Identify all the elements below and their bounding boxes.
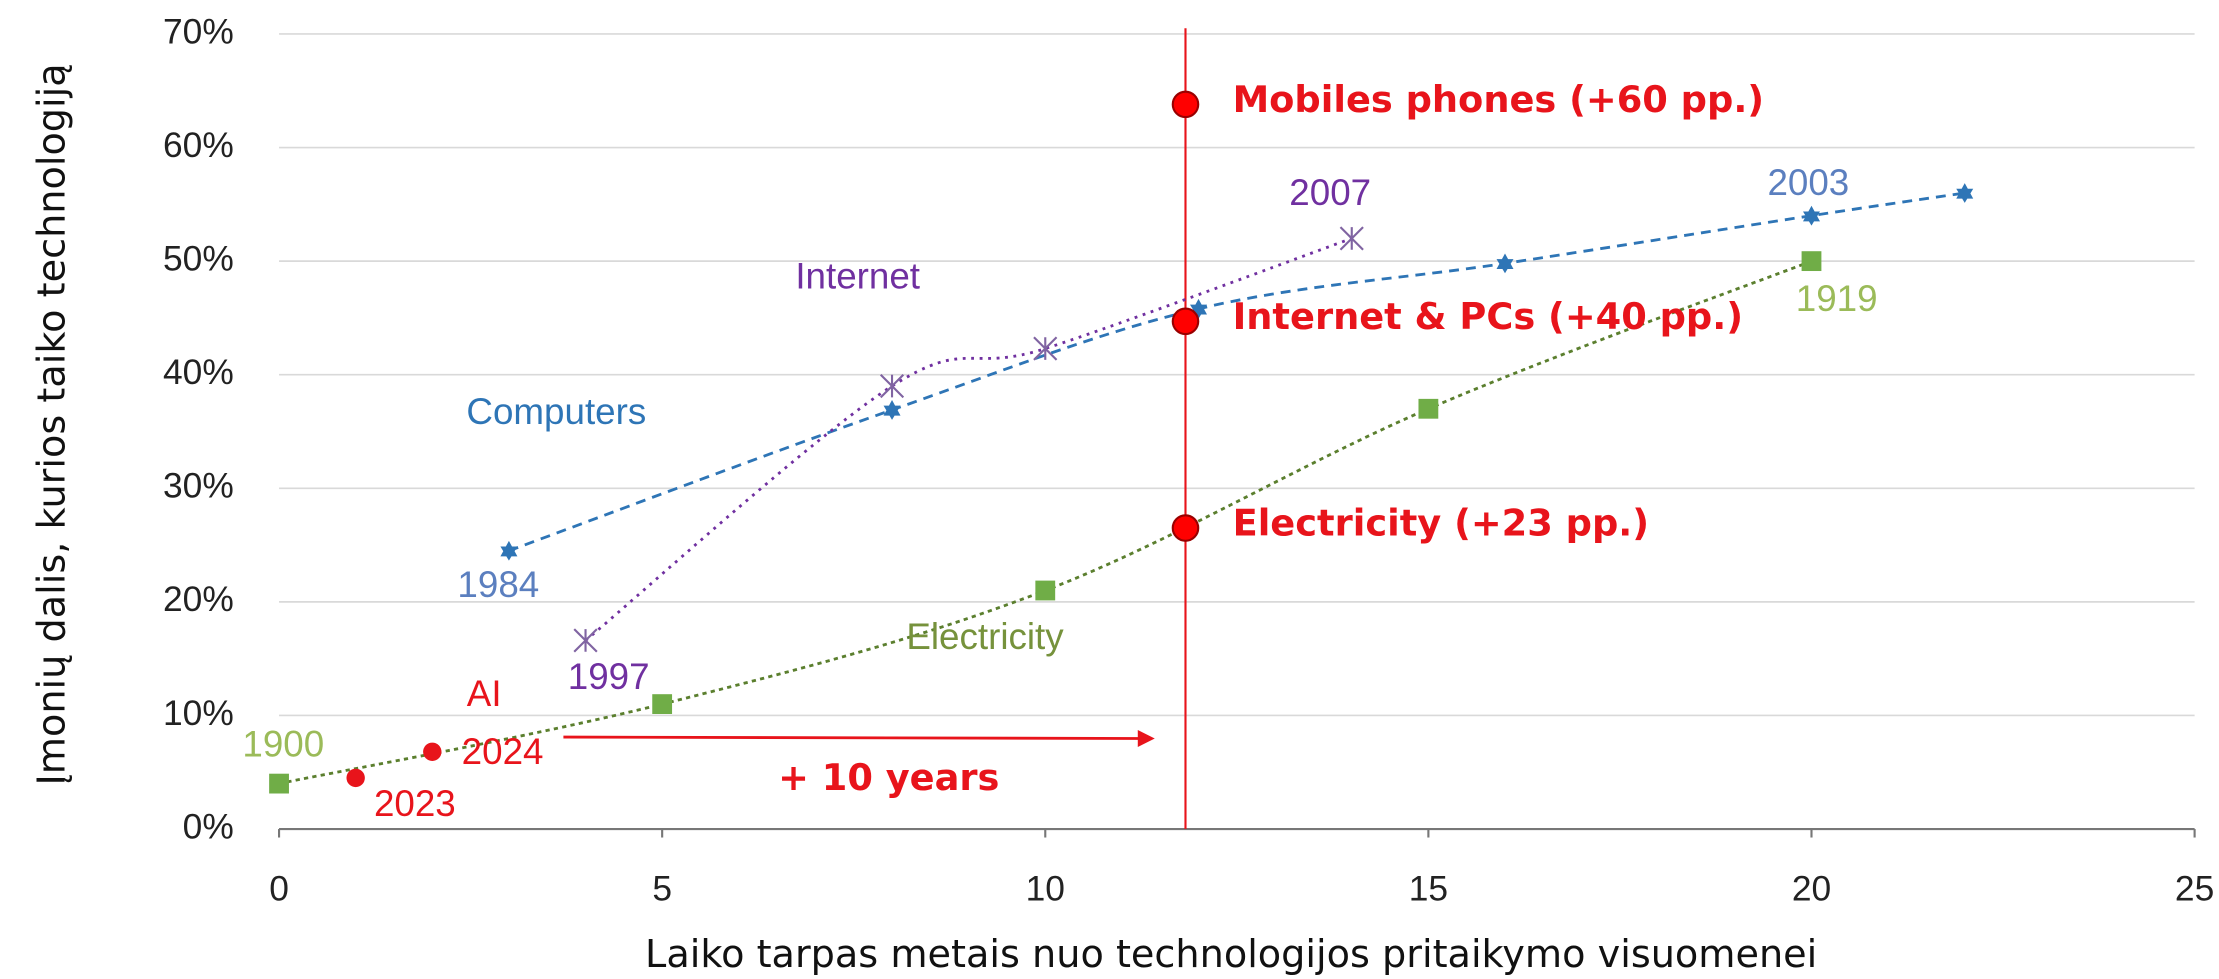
series-line (584, 237, 1353, 642)
year-label: 1997 (568, 656, 650, 697)
x-tick-label: 10 (1026, 870, 1065, 909)
y-tick-label: 30% (163, 467, 234, 506)
year-label: 1919 (1796, 278, 1878, 319)
year-label: 1984 (457, 564, 539, 605)
highlight-point (1171, 307, 1200, 336)
marker (346, 768, 365, 788)
marker (423, 742, 442, 761)
year-label: 1900 (242, 724, 324, 765)
arrow-label: + 10 years (778, 756, 999, 799)
series-line (508, 191, 1965, 553)
y-tick-label: 40% (163, 353, 234, 392)
x-tick-label: 15 (1409, 870, 1448, 909)
highlight-label: Internet & PCs (+40 pp.) (1233, 295, 1743, 338)
series-label: Internet (795, 255, 920, 296)
series-label: Electricity (906, 616, 1064, 657)
marker (1956, 183, 1974, 203)
highlight-label: Mobiles phones (+60 pp.) (1233, 78, 1765, 121)
x-tick-label: 20 (1792, 870, 1831, 909)
y-tick-label: 0% (183, 807, 234, 846)
highlight-point (1171, 90, 1200, 119)
marker (1803, 205, 1820, 226)
marker (269, 773, 289, 794)
marker (1496, 253, 1514, 274)
highlight-label: Electricity (+23 pp.) (1233, 502, 1649, 545)
marker (879, 373, 905, 399)
series-label: AI (467, 673, 502, 714)
marker (883, 400, 901, 420)
year-label: 2003 (1767, 162, 1849, 203)
marker (1418, 398, 1439, 419)
x-tick-label: 25 (2175, 870, 2214, 909)
y-tick-label: 10% (163, 694, 234, 733)
highlight-point (1171, 514, 1200, 542)
marker (573, 628, 598, 653)
year-label: 2023 (374, 783, 456, 824)
y-tick-label: 50% (163, 239, 234, 278)
y-tick-label: 20% (163, 580, 234, 619)
marker (500, 540, 518, 561)
marker (1339, 226, 1364, 251)
y-tick-label: 70% (163, 12, 234, 51)
series-label: Computers (466, 391, 646, 432)
marker (1035, 580, 1056, 601)
x-axis-title: Laiko tarpas metais nuo technologijos pr… (645, 933, 1817, 977)
marker (1033, 336, 1058, 361)
marker (652, 694, 673, 714)
y-tick-label: 60% (163, 126, 234, 165)
x-tick-label: 5 (652, 870, 672, 909)
year-label: 2024 (462, 731, 544, 772)
y-axis-title: Įmonių dalis, kurios taiko technologiją (31, 63, 75, 785)
year-label: 2007 (1289, 172, 1371, 213)
x-tick-label: 0 (269, 870, 289, 909)
arrow (563, 730, 1155, 747)
marker (1801, 251, 1822, 272)
